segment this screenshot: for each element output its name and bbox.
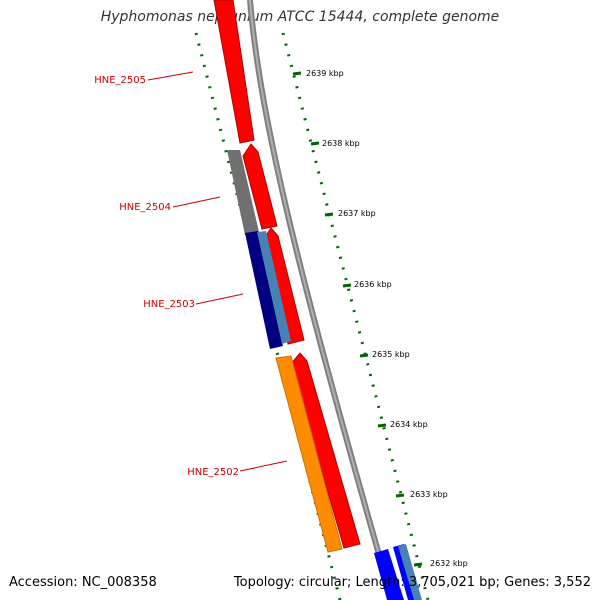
- genome-backbone: [247, 0, 395, 600]
- ruler-tick-label: 2633 kbp: [410, 490, 448, 499]
- ruler-tick: [377, 423, 387, 428]
- gene-label-leader: [172, 196, 221, 208]
- ruler: 2639 kbp 2638 kbp 2637 kbp 2636 kbp 2635…: [292, 69, 468, 568]
- gene-label-hne-2505[interactable]: HNE_2505: [94, 75, 146, 86]
- ruler-tick-label: 2636 kbp: [354, 280, 392, 289]
- ruler-tick-label: 2639 kbp: [306, 69, 344, 78]
- cds-hne-2505[interactable]: [213, 0, 255, 144]
- feature-navy-hne-2503[interactable]: [245, 231, 283, 349]
- gene-label-leader: [239, 460, 288, 472]
- ruler-tick-label: 2638 kbp: [322, 139, 360, 148]
- ruler-tick: [310, 141, 320, 146]
- gene-label-hne-2503[interactable]: HNE_2503: [143, 299, 195, 310]
- ruler-tick-label: 2632 kbp: [430, 559, 468, 568]
- gc-skew-track-right: [281, 32, 430, 600]
- ruler-tick: [292, 71, 302, 76]
- feature-track-navy: [245, 231, 291, 349]
- gene-label-hne-2504[interactable]: HNE_2504: [119, 202, 171, 213]
- ruler-tick: [413, 562, 423, 567]
- feature-grey-hne-2504[interactable]: [227, 150, 259, 235]
- cds-hne-2502[interactable]: [290, 352, 361, 549]
- ruler-tick: [359, 353, 369, 358]
- genome-summary: Topology: circular; Length: 3,705,021 bp…: [233, 575, 591, 590]
- accession-label: Accession: NC_008358: [9, 575, 157, 590]
- gene-label-hne-2502[interactable]: HNE_2502: [187, 467, 239, 478]
- ruler-tick: [324, 212, 334, 217]
- ruler-tick-label: 2635 kbp: [372, 350, 410, 359]
- feature-orange-hne-2502[interactable]: [275, 355, 343, 553]
- gene-label-leader: [195, 293, 244, 305]
- ruler-tick: [342, 283, 352, 288]
- ruler-tick-label: 2637 kbp: [338, 209, 376, 218]
- forward-cds-track: [213, 0, 361, 549]
- gene-label-leader: [147, 71, 194, 81]
- feature-track-blue: [374, 544, 422, 600]
- gene-labels: HNE_2505 HNE_2504 HNE_2503 HNE_2502: [94, 71, 288, 478]
- feature-steelblue-2[interactable]: [398, 544, 422, 600]
- feature-track-grey: [227, 150, 259, 235]
- feature-steelblue-hne-2503[interactable]: [257, 231, 291, 344]
- feature-track-orange: [275, 355, 343, 553]
- map-title: Hyphomonas neptunium ATCC 15444, complet…: [100, 9, 500, 25]
- cds-hne-2504[interactable]: [242, 143, 278, 230]
- ruler-tick-label: 2634 kbp: [390, 420, 428, 429]
- ruler-tick: [395, 493, 405, 498]
- feature-blue-1[interactable]: [374, 549, 404, 600]
